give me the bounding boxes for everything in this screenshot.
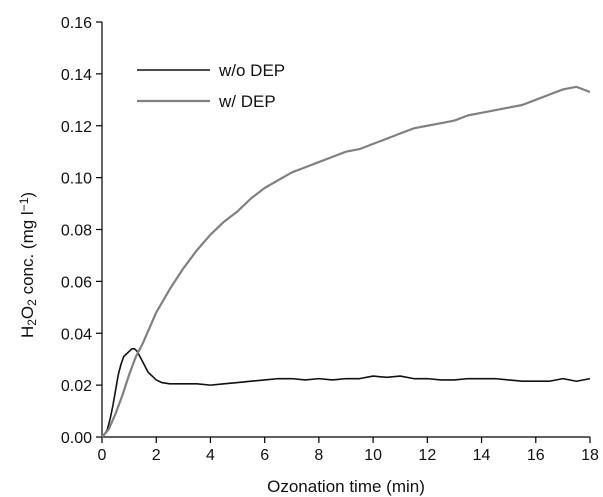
x-tick-label: 8 [314,447,323,464]
legend-label: w/ DEP [218,92,276,111]
x-axis-title: Ozonation time (min) [267,477,425,496]
y-axis-title-part: O [18,306,37,319]
y-tick-label: 0.04 [61,326,92,343]
legend-label: w/o DEP [218,61,285,80]
legend: w/o DEP w/ DEP [137,61,285,111]
y-axis-title-sub: 2 [25,319,39,326]
y-axis-title: H2O2 conc. (mg l−1) [17,192,39,338]
y-tick-label: 0.00 [61,430,92,447]
x-tick-label: 4 [206,447,215,464]
x-tick-label: 16 [527,447,545,464]
y-axis-title-part: ) [18,192,37,198]
x-tick-label: 10 [364,447,382,464]
x-tick-label: 2 [152,447,161,464]
y-tick-label: 0.10 [61,171,92,188]
axes-layer: 0 2 4 6 8 10 12 14 16 18 0.00 0.02 0.04 0.06 0.08 0.10 0… [61,15,599,464]
x-tick-label: 14 [473,447,491,464]
y-axis-title-sub: 2 [25,299,39,306]
x-tick-label: 18 [581,447,599,464]
x-tick-label: 6 [260,447,269,464]
series-layer [101,85,591,438]
y-axis-title-part: conc. (mg l [18,211,37,299]
series-line-with-dep [101,85,591,438]
y-tick-label: 0.16 [61,15,92,32]
series-line-without-dep [101,348,591,438]
y-tick-label: 0.08 [61,223,92,240]
y-axis-title-part: H [18,326,37,338]
y-axis-title-sup: −1 [17,197,31,211]
y-tick-label: 0.12 [61,119,92,136]
y-tick-label: 0.14 [61,67,92,84]
x-tick-label: 12 [418,447,436,464]
x-tick-label: 0 [98,447,107,464]
y-tick-label: 0.06 [61,274,92,291]
y-tick-label: 0.02 [61,378,92,395]
